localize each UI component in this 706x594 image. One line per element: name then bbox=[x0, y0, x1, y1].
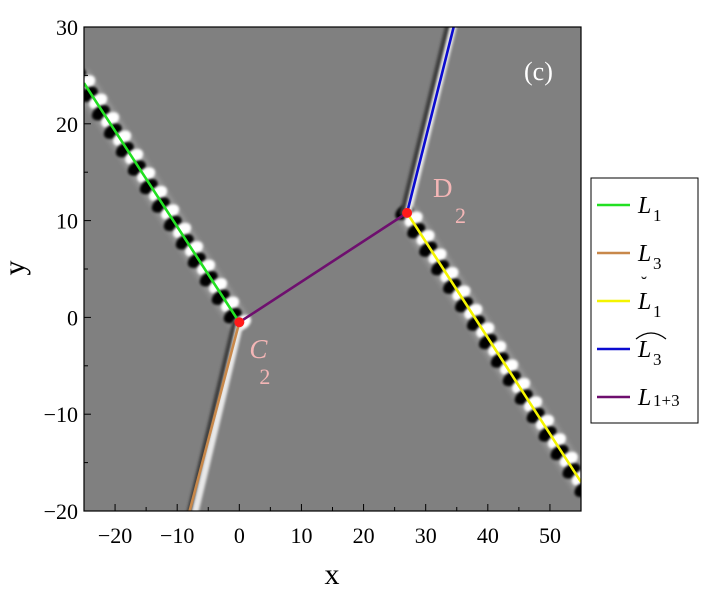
point-sub-c: 2 bbox=[259, 364, 270, 389]
series-line-2 bbox=[188, 321, 241, 511]
y-tick-label: 0 bbox=[67, 305, 78, 330]
legend-accent-3: ˘ bbox=[641, 273, 647, 293]
point-marker-c bbox=[234, 317, 245, 328]
legend-sub-3: 1 bbox=[653, 302, 662, 321]
y-tick-label: 10 bbox=[56, 209, 78, 234]
y-tick-label: −10 bbox=[44, 402, 78, 427]
legend-label-3: L bbox=[637, 289, 651, 315]
x-axis-title: x bbox=[325, 558, 340, 591]
series-line-4 bbox=[405, 27, 455, 214]
series-line-1 bbox=[84, 82, 241, 323]
series-line-3 bbox=[405, 212, 581, 483]
legend-sub-2: 3 bbox=[653, 254, 662, 273]
legend-label-4: L bbox=[637, 337, 651, 363]
legend-sub-5: 1+3 bbox=[653, 391, 680, 410]
x-tick-label: 50 bbox=[539, 523, 561, 548]
x-tick-label: 10 bbox=[290, 523, 312, 548]
legend-label-2: L bbox=[637, 241, 651, 267]
point-sub-d: 2 bbox=[455, 203, 466, 228]
y-tick-label: 30 bbox=[56, 15, 78, 40]
series-line-5 bbox=[238, 211, 408, 324]
legend: L 1L 3L 1˘L 3L 1+3 bbox=[590, 177, 699, 424]
legend-label-5: L bbox=[637, 385, 651, 411]
panel-label: (c) bbox=[524, 57, 553, 86]
x-tick-label: −10 bbox=[160, 523, 194, 548]
axis-ticks: −20 −10 0 10 20 30 40 50 −20 −10 0 10 20 30 bbox=[44, 15, 582, 548]
y-tick-label: 20 bbox=[56, 112, 78, 137]
point-label-c: C bbox=[249, 334, 268, 364]
ridge-top-shadow bbox=[399, 27, 450, 216]
x-tick-label: −20 bbox=[98, 523, 132, 548]
legend-accent-4 bbox=[635, 332, 667, 340]
x-tick-label: 20 bbox=[353, 523, 375, 548]
y-axis-title: y bbox=[0, 261, 31, 276]
y-tick-label: −20 bbox=[44, 499, 78, 524]
point-label-d: D bbox=[433, 173, 453, 203]
legend-label-1: L bbox=[637, 193, 651, 219]
legend-sub-1: 1 bbox=[653, 206, 662, 225]
point-marker-d bbox=[402, 207, 413, 218]
series-lines bbox=[84, 27, 581, 511]
plot-background bbox=[84, 27, 581, 511]
x-tick-label: 0 bbox=[234, 523, 245, 548]
legend-sub-4: 3 bbox=[653, 350, 662, 369]
x-tick-label: 40 bbox=[477, 523, 499, 548]
x-tick-label: 30 bbox=[415, 523, 437, 548]
